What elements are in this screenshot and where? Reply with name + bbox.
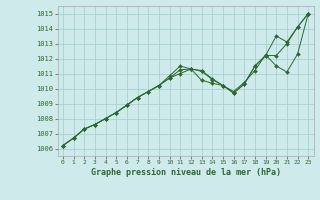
- X-axis label: Graphe pression niveau de la mer (hPa): Graphe pression niveau de la mer (hPa): [91, 168, 281, 177]
